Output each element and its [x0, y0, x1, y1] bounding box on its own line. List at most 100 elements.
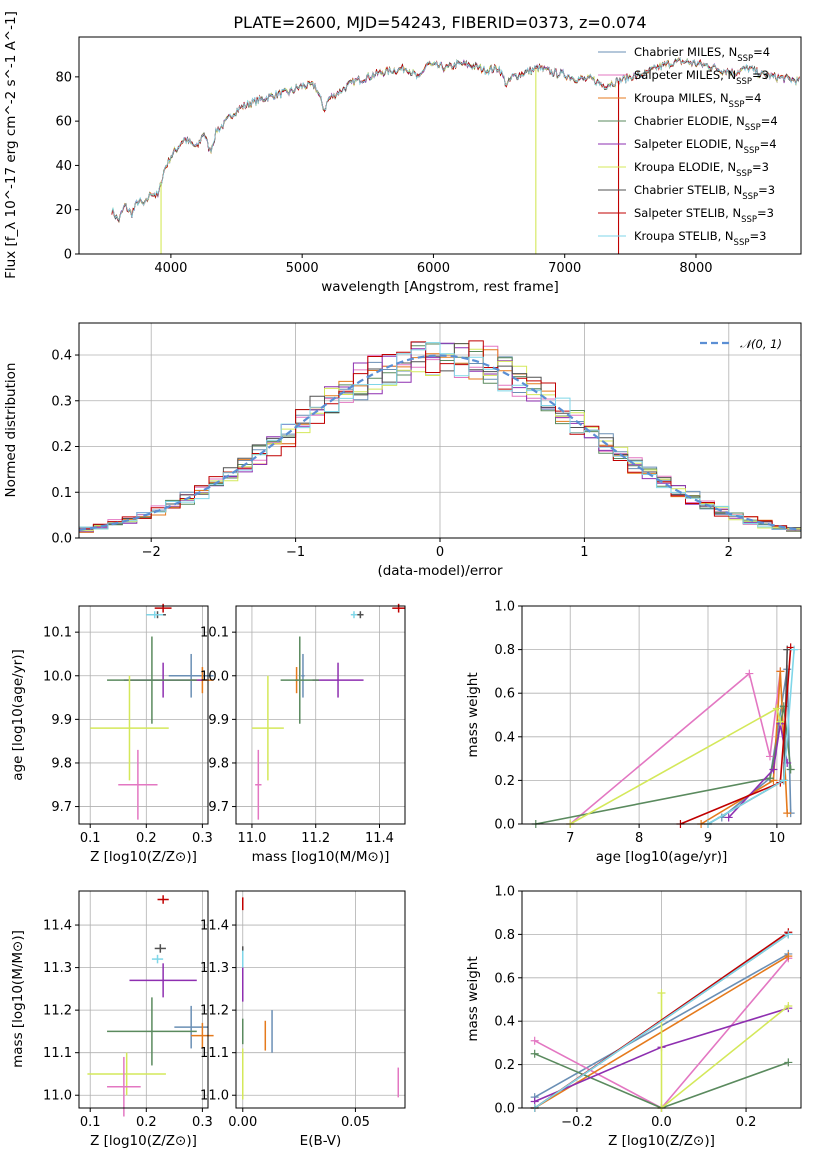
y-tick-label: 60	[55, 115, 72, 130]
y-tick-label: 9.7	[51, 800, 72, 815]
y-tick-label: 0.3	[51, 394, 72, 409]
y-axis-label: mass weight	[465, 672, 481, 757]
y-axis-label: Normed distribution	[3, 363, 19, 498]
age_vs_Z-errorbars	[90, 603, 214, 820]
weight-series-line	[569, 707, 782, 825]
age_vs_mass-panel: 11.0 11.2 11.4 9.7 9.8 9.9 10.0 10.1 mass [log10…	[200, 603, 406, 865]
legend-entry: Kroupa MILES, NSSP=4	[634, 91, 761, 110]
weight-point-marker	[766, 774, 774, 783]
y-tick-label: 40	[55, 159, 72, 174]
y-tick-label: 9.9	[208, 713, 229, 728]
y-tick-label: 11.2	[200, 1004, 229, 1019]
weight-point-marker	[724, 813, 733, 822]
normal-reference-curve	[78, 354, 802, 532]
x-tick-label: 0.0	[651, 1115, 672, 1130]
x-tick-label: 11.2	[301, 831, 330, 846]
age_vs_mass-errorbars	[251, 603, 405, 820]
x-tick-label: 0.3	[192, 1115, 213, 1130]
y-tick-label: 1.0	[494, 885, 515, 900]
x-tick-label: 0.2	[136, 1115, 157, 1130]
y-tick-label: 80	[55, 70, 72, 85]
legend-entry: Kroupa STELIB, NSSP=3	[634, 229, 766, 248]
x-tick-label: −1	[286, 545, 305, 560]
y-tick-label: 0	[64, 248, 72, 263]
y-tick-label: 11.0	[200, 1089, 229, 1104]
mass_vs_Z-errorbars	[87, 895, 214, 1117]
figure-title: PLATE=2600, MJD=54243, FIBERID=0373, z=0…	[233, 13, 646, 32]
y-tick-label: 0.2	[51, 440, 72, 455]
x-tick-label: 0.1	[80, 831, 101, 846]
weight-series-line	[569, 671, 782, 825]
x-tick-label: 7	[566, 831, 574, 846]
y-tick-label: 11.1	[200, 1046, 229, 1061]
y-tick-label: 0.8	[494, 928, 515, 943]
y-tick-label: 0.6	[494, 971, 515, 986]
weight-point-marker	[784, 930, 793, 939]
x-tick-label: 1	[580, 545, 588, 560]
y-tick-label: 9.8	[51, 756, 72, 771]
weight-series-line	[680, 647, 792, 825]
y-tick-label: 9.9	[51, 713, 72, 728]
x-axis-label: Z [log10(Z/Z⊙)]	[90, 1133, 197, 1149]
y-tick-label: 20	[55, 203, 72, 218]
y-tick-label: 0.4	[51, 349, 72, 364]
weight-point-marker	[784, 1002, 793, 1011]
y-tick-label: 0.0	[51, 532, 72, 547]
legend-entry: Salpeter STELIB, NSSP=3	[634, 206, 774, 225]
x-tick-label: 0	[436, 545, 444, 560]
y-axis-label: Flux [f_λ 10^-17 erg cm^-2 s^-1 A^-1]	[3, 11, 19, 279]
weight-series-line	[721, 669, 792, 819]
legend-entry: Chabrier ELODIE, NSSP=4	[634, 114, 778, 133]
legend-entry: Chabrier STELIB, NSSP=3	[634, 183, 775, 202]
x-tick-label: 10	[769, 831, 786, 846]
y-tick-label: 11.3	[43, 961, 72, 976]
x-tick-label: −2	[142, 545, 161, 560]
residual-histograms	[78, 340, 802, 533]
weight-point-marker	[530, 1036, 539, 1045]
y-tick-label: 10.0	[43, 669, 72, 684]
x-tick-label: 9	[704, 831, 712, 846]
y-tick-label: 10.0	[200, 669, 229, 684]
y-tick-label: 0.6	[494, 687, 515, 702]
spectrum-lines	[111, 57, 800, 254]
y-tick-label: 11.0	[43, 1089, 72, 1104]
x-tick-label: 11.4	[365, 831, 394, 846]
spectrum-panel: 4000 5000 6000 7000 8000 0 20 40 60 80 wavelength …	[3, 11, 802, 295]
axes-frame	[78, 322, 802, 539]
weight-point-marker	[783, 809, 792, 818]
x-axis-label: Z [log10(Z/Z⊙)]	[608, 1133, 715, 1149]
legend-entry: Kroupa ELODIE, NSSP=3	[634, 160, 769, 179]
age_vs_Z-panel: 0.1 0.2 0.3 9.7 9.8 9.9 10.0 10.1 Z [log10(Z/Z⊙)…	[10, 603, 214, 865]
x-axis-label: wavelength [Angstrom, rest frame]	[321, 279, 559, 295]
y-tick-label: 1.0	[494, 600, 515, 615]
x-tick-label: 8	[635, 831, 643, 846]
y-tick-label: 0.8	[494, 643, 515, 658]
y-tick-label: 0.2	[494, 774, 515, 789]
mass_vs_ebv-panel: 0.00 0.05 11.0 11.1 11.2 11.3 11.4 E(B-V)	[200, 890, 406, 1149]
spectrum-series-line	[111, 57, 800, 221]
weight-series-line	[660, 993, 789, 1110]
x-axis-label: E(B-V)	[300, 1133, 342, 1149]
axes-frame	[521, 890, 802, 1109]
weight-point-marker	[786, 765, 795, 774]
x-tick-label: 0.00	[228, 1115, 257, 1130]
residual-histogram-step	[79, 340, 801, 532]
y-tick-label: 9.8	[208, 756, 229, 771]
weight-point-marker	[530, 1049, 539, 1058]
y-tick-label: 10.1	[43, 626, 72, 641]
weight_vs_Z-panel: −0.2 0.0 0.2 0.0 0.2 0.4 0.6 0.8 1.0 Z [log10(Z/Z…	[465, 885, 802, 1149]
mass_vs_ebv-errorbars	[242, 897, 399, 1100]
legend-entry: 𝒩(0, 1)	[740, 337, 782, 351]
weight-series-line	[534, 933, 789, 1109]
axes-frame	[78, 890, 209, 1109]
y-axis-label: mass [log10(M/M⊙)]	[10, 930, 26, 1068]
weight-point-marker	[784, 1058, 793, 1067]
y-tick-label: 10.1	[200, 626, 229, 641]
x-axis-label: (data-model)/error	[377, 563, 503, 579]
spectrum-series-line	[111, 57, 800, 221]
weight_vs_age-series	[531, 643, 799, 828]
y-tick-label: 0.1	[51, 486, 72, 501]
x-tick-label: 2	[725, 545, 733, 560]
